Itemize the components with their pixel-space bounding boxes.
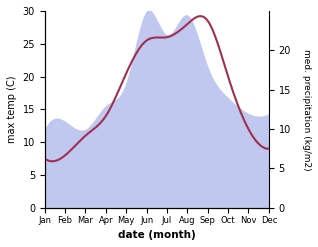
Y-axis label: max temp (C): max temp (C) — [7, 76, 17, 143]
X-axis label: date (month): date (month) — [118, 230, 196, 240]
Y-axis label: med. precipitation (kg/m2): med. precipitation (kg/m2) — [302, 49, 311, 170]
